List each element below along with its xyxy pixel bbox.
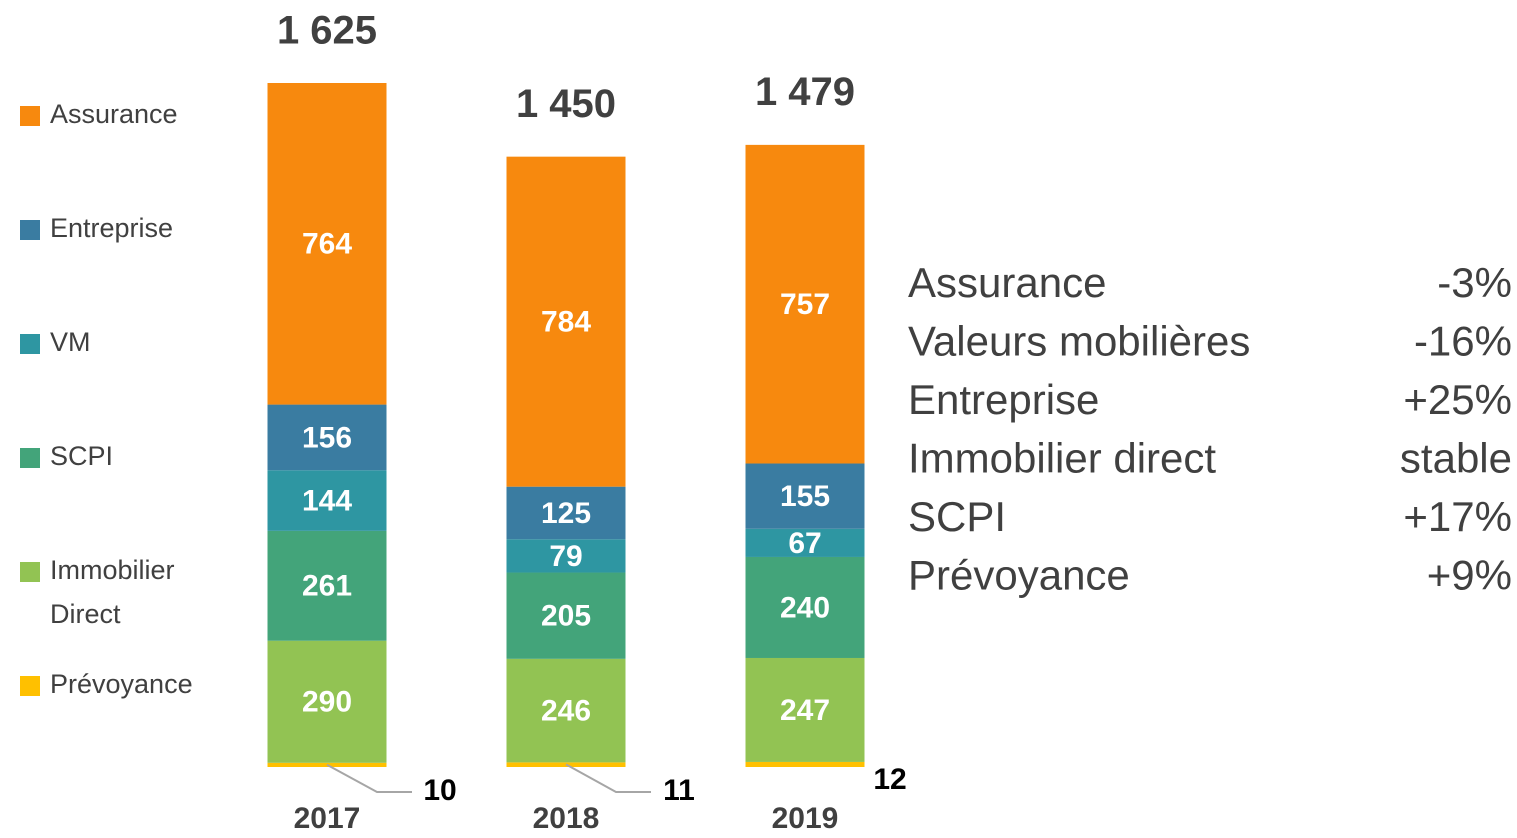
bar-segment	[745, 463, 865, 529]
legend-label: Assurance	[50, 99, 178, 129]
bar-segment	[267, 470, 387, 531]
bar-segment	[745, 761, 865, 767]
data-label: 67	[788, 527, 821, 560]
data-label: 240	[780, 591, 830, 624]
data-label: 764	[302, 228, 352, 261]
data-label: 10	[423, 774, 456, 807]
bar-segment	[506, 539, 626, 573]
x-tick-label: 2019	[772, 802, 839, 835]
annotation-label: Valeurs mobilières	[908, 318, 1250, 365]
data-label: 125	[541, 497, 591, 530]
annotation-label: SCPI	[908, 493, 1006, 540]
annotation-value: +9%	[1427, 552, 1512, 599]
annotation-label: Immobilier direct	[908, 435, 1216, 482]
legend-swatch	[20, 334, 40, 354]
legend-swatch	[20, 106, 40, 126]
total-label: 1 625	[277, 9, 377, 53]
annotation-label: Entreprise	[908, 376, 1099, 423]
data-label: 784	[541, 306, 591, 339]
total-label: 1 450	[516, 82, 616, 126]
data-label: 261	[302, 570, 352, 603]
bar-segment	[745, 528, 865, 557]
legend-label: SCPI	[50, 441, 113, 471]
x-tick-label: 2017	[294, 802, 361, 835]
leader-line	[326, 763, 412, 793]
legend-line: Direct	[50, 599, 121, 629]
bar-segment	[506, 658, 626, 763]
annotation-value: -16%	[1414, 318, 1512, 365]
legend-label: Immobilier Direct	[50, 555, 175, 629]
bar-segment	[506, 486, 626, 540]
data-label: 144	[302, 484, 352, 517]
bar-segment	[506, 156, 626, 487]
data-label: 247	[780, 694, 830, 727]
data-label: 246	[541, 695, 591, 728]
annotation-value: +25%	[1403, 376, 1512, 423]
annotation-label: Assurance	[908, 259, 1106, 306]
bar-segment	[267, 530, 387, 641]
legend-line: Immobilier	[50, 555, 175, 585]
legend-label: VM	[50, 327, 91, 357]
bar-segment	[267, 83, 387, 405]
annotation-value: stable	[1400, 435, 1512, 482]
data-label: 205	[541, 600, 591, 633]
data-label: 156	[302, 421, 352, 454]
legend-swatch	[20, 562, 40, 582]
legend-label: Entreprise	[50, 213, 173, 243]
leader-line	[565, 763, 651, 793]
data-label: 757	[780, 288, 830, 321]
legend-swatch	[20, 676, 40, 696]
bar-segment	[506, 572, 626, 659]
annotation-label: Prévoyance	[908, 552, 1130, 599]
bar-segment	[745, 657, 865, 762]
bar-segment	[745, 144, 865, 464]
bar-segment	[267, 640, 387, 763]
annotation-value: +17%	[1403, 493, 1512, 540]
bar-segment	[745, 556, 865, 658]
legend-label: Prévoyance	[50, 669, 193, 699]
x-tick-label: 2018	[533, 802, 600, 835]
data-label: 11	[663, 774, 695, 807]
data-label: 12	[873, 763, 906, 796]
bar-segment	[267, 404, 387, 471]
data-label: 155	[780, 480, 830, 513]
data-label: 290	[302, 686, 352, 719]
data-label: 79	[549, 540, 582, 573]
total-label: 1 479	[755, 70, 855, 114]
legend-swatch	[20, 448, 40, 468]
legend-swatch	[20, 220, 40, 240]
annotation-value: -3%	[1437, 259, 1512, 306]
